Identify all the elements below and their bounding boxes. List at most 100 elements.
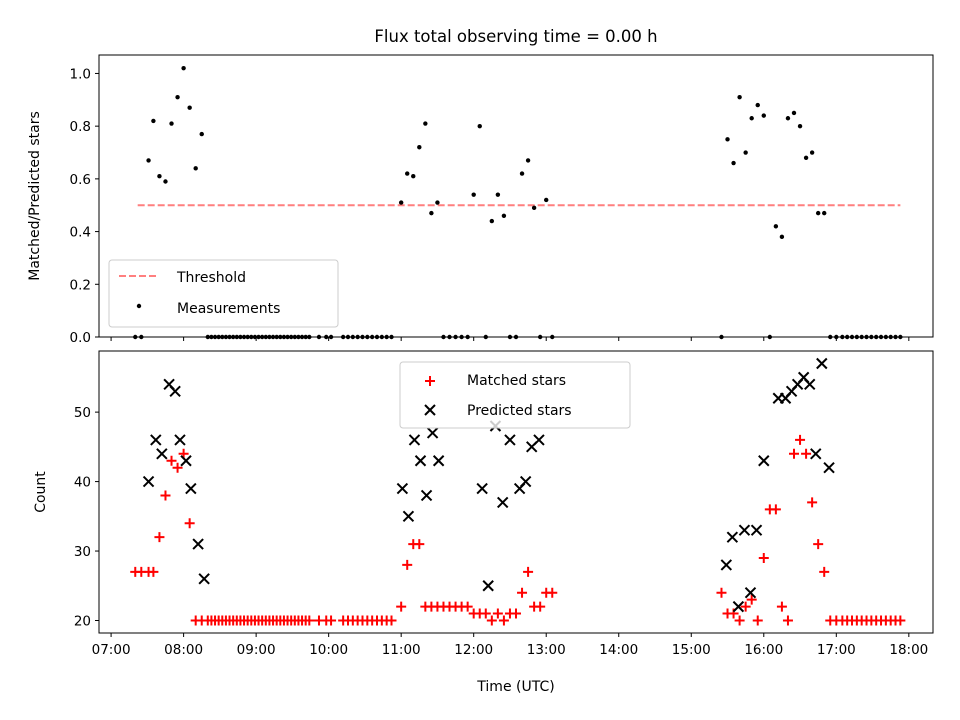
matched-stars-point xyxy=(895,615,906,626)
measurement-point xyxy=(398,200,404,205)
predicted-stars-point xyxy=(744,587,757,599)
matched-stars-point xyxy=(746,594,757,605)
measurement-point xyxy=(785,116,791,121)
predicted-stars-point xyxy=(720,559,733,571)
measurement-point xyxy=(815,210,821,216)
measurement-point xyxy=(146,158,151,163)
matched-stars-point xyxy=(776,601,787,612)
matched-stars-point xyxy=(486,615,497,626)
predicted-stars-point xyxy=(142,475,155,488)
measurement-point xyxy=(193,166,198,171)
matched-stars-point xyxy=(716,587,727,598)
ytick-label: 20 xyxy=(74,613,91,629)
xtick-label: 14:00 xyxy=(599,642,638,658)
matched-stars-point xyxy=(166,455,177,466)
predicted-stars-legend-label: Predicted stars xyxy=(467,403,572,419)
predicted-stars-point xyxy=(156,448,168,460)
bottom-panel-axis-ticks: 20 30 40 50 07:00 08:00 09:00 10:00 11:00 12:00 13… xyxy=(74,405,928,658)
top-panel-plot-area xyxy=(133,65,903,340)
ytick-label: 0.4 xyxy=(70,225,91,241)
matched-stars-point xyxy=(795,434,806,445)
matched-stars-legend-swatch xyxy=(425,376,435,386)
predicted-stars-point xyxy=(810,448,822,460)
matched-stars-point xyxy=(462,601,473,612)
xtick-label: 08:00 xyxy=(164,642,203,658)
measurement-point xyxy=(163,179,168,184)
top-legend: Threshold Measurements xyxy=(108,259,339,328)
ytick-label: 50 xyxy=(74,405,91,421)
top-panel-axis-ticks: 0.0 0.2 0.4 0.6 0.8 1.0 xyxy=(70,66,910,346)
matched-stars-point xyxy=(402,559,413,570)
matched-stars-point xyxy=(480,608,491,619)
xtick-label: 09:00 xyxy=(237,642,276,658)
top-panel-ylabel: Matched/Predicted stars xyxy=(27,111,43,281)
matched-stars-point xyxy=(326,615,337,626)
xtick-label: 10:00 xyxy=(309,642,348,658)
top-legend-box xyxy=(108,259,339,328)
predicted-stars-point xyxy=(496,496,509,509)
predicted-stars-point xyxy=(758,455,770,467)
ytick-label: 0.6 xyxy=(70,172,91,188)
matched-stars-point xyxy=(396,601,407,612)
predicted-stars-point xyxy=(408,434,421,446)
matched-stars-point xyxy=(819,566,830,577)
measurement-point xyxy=(501,213,507,218)
xtick-label: 18:00 xyxy=(889,642,928,658)
xtick-label: 07:00 xyxy=(92,642,131,658)
predicted-stars-point xyxy=(816,357,828,370)
bottom-legend: Matched stars Predicted stars xyxy=(399,361,631,429)
ytick-label: 40 xyxy=(74,475,91,491)
measurements-legend-swatch xyxy=(136,303,142,309)
predicted-stars-point xyxy=(823,461,835,474)
measurement-point xyxy=(477,123,482,129)
matched-stars-point xyxy=(734,615,745,626)
predicted-stars-point xyxy=(198,573,210,585)
measurement-point xyxy=(525,158,531,163)
predicted-stars-point xyxy=(185,482,197,495)
xtick-label: 15:00 xyxy=(672,642,711,658)
measurement-point xyxy=(737,94,742,100)
measurement-point xyxy=(822,210,827,216)
threshold-legend-label: Threshold xyxy=(176,270,246,286)
measurement-point xyxy=(489,218,495,224)
predicted-stars-point xyxy=(804,378,816,391)
measurement-point xyxy=(435,200,440,205)
matched-stars-point xyxy=(547,587,558,598)
predicted-stars-point xyxy=(169,385,181,397)
ytick-label: 0.0 xyxy=(70,330,91,346)
ytick-label: 1.0 xyxy=(70,66,91,82)
measurement-point xyxy=(405,171,410,176)
ytick-label: 0.8 xyxy=(70,119,91,135)
matched-stars-point xyxy=(782,615,793,626)
matched-stars-point xyxy=(492,608,503,619)
measurement-point xyxy=(731,160,736,166)
measurement-point xyxy=(495,192,501,197)
predicted-stars-point xyxy=(476,482,488,495)
measurement-point xyxy=(151,118,156,124)
matched-stars-point xyxy=(304,615,315,626)
matched-stars-point xyxy=(801,448,812,459)
matched-stars-point xyxy=(148,566,159,577)
measurement-point xyxy=(423,121,428,126)
measurement-point xyxy=(429,210,434,216)
measurement-point xyxy=(411,174,416,179)
measurement-point xyxy=(199,131,204,137)
predicted-stars-point xyxy=(732,600,745,613)
matched-stars-point xyxy=(523,566,534,577)
matched-stars-point xyxy=(789,448,799,459)
measurement-point xyxy=(749,116,754,121)
predicted-stars-point xyxy=(174,434,186,446)
xtick-label: 11:00 xyxy=(382,642,421,658)
measurement-point xyxy=(417,145,422,150)
predicted-stars-point xyxy=(396,482,409,495)
matched-stars-point xyxy=(414,539,425,550)
measurement-point xyxy=(725,137,730,142)
predicted-stars-point xyxy=(482,580,494,592)
matched-stars-point xyxy=(807,497,818,508)
predicted-stars-point xyxy=(414,455,427,467)
matched-stars-point xyxy=(752,615,763,626)
matched-stars-point xyxy=(386,615,397,626)
measurement-point xyxy=(187,105,192,110)
predicted-stars-point xyxy=(432,455,445,467)
measurement-point xyxy=(175,94,180,100)
